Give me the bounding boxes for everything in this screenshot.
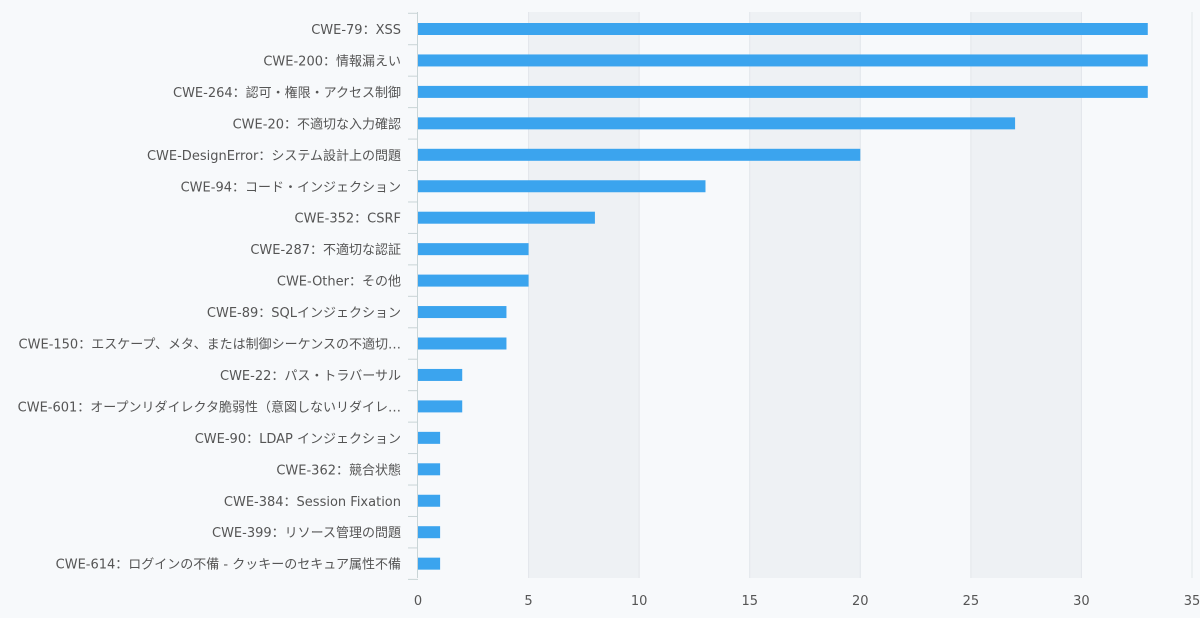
bar [418,85,1148,98]
bar [418,54,1148,67]
category-label: CWE-79：XSS [311,23,401,38]
category-label: CWE-90：LDAP インジェクション [195,432,401,447]
x-tick-label: 15 [741,594,758,609]
bar [418,117,1016,130]
bar [418,400,463,413]
category-label: CWE-362：競合状態 [276,462,401,478]
bar [418,494,441,507]
bar [418,368,463,381]
category-label: CWE-287：不適切な認証 [250,242,401,258]
bar [418,23,1148,35]
bar [418,306,507,319]
category-label: CWE-384：Session Fixation [224,495,401,510]
x-tick-labels: 0 5 10 15 20 25 30 35 [414,594,1200,609]
category-label: CWE-264：認可・権限・アクセス制御 [173,85,401,101]
grid-bands [528,12,1082,578]
x-tick-label: 30 [1073,594,1090,609]
x-tick-label: 5 [524,594,532,609]
bar [418,180,706,193]
category-label: CWE-614：ログインの不備 - クッキーのセキュア属性不備 [56,557,401,573]
category-label: CWE-200：情報漏えい [263,53,401,69]
y-axis [408,12,418,580]
category-label: CWE-89：SQLインジェクション [207,306,401,321]
x-tick-label: 0 [414,594,422,609]
bar [418,211,595,224]
bar [418,557,441,570]
bar [418,431,441,444]
bars [418,23,1148,570]
category-label: CWE-150：エスケープ、メタ、または制御シーケンスの不適切… [19,337,401,353]
bar [418,274,529,287]
bar [418,337,507,350]
x-tick-label: 35 [1184,594,1200,609]
bar [418,243,529,256]
x-tick-label: 25 [963,594,980,609]
category-label: CWE-94：コード・インジェクション [181,180,401,195]
grid-band [970,12,1082,578]
grid-band [528,12,640,578]
bar [418,463,441,476]
grid-band [749,12,861,578]
category-label: CWE-22：パス・トラバーサル [220,369,401,384]
x-tick-label: 10 [631,594,648,609]
bar [418,148,861,161]
bar [418,526,441,539]
category-label: CWE-601：オープンリダイレクタ脆弱性（意図しないリダイレ… [18,399,401,415]
category-label: CWE-20：不適切な入力確認 [233,116,401,132]
x-tick-label: 20 [852,594,869,609]
category-label: CWE-399：リソース管理の問題 [212,526,401,541]
grid-lines [528,12,1193,578]
category-label: CWE-352：CSRF [295,212,402,227]
category-label: CWE-Other：その他 [277,275,401,290]
category-label: CWE-DesignError：システム設計上の問題 [147,148,401,164]
category-labels: CWE-79：XSS CWE-200：情報漏えい CWE-264：認可・権限・アクセ… [18,23,401,573]
